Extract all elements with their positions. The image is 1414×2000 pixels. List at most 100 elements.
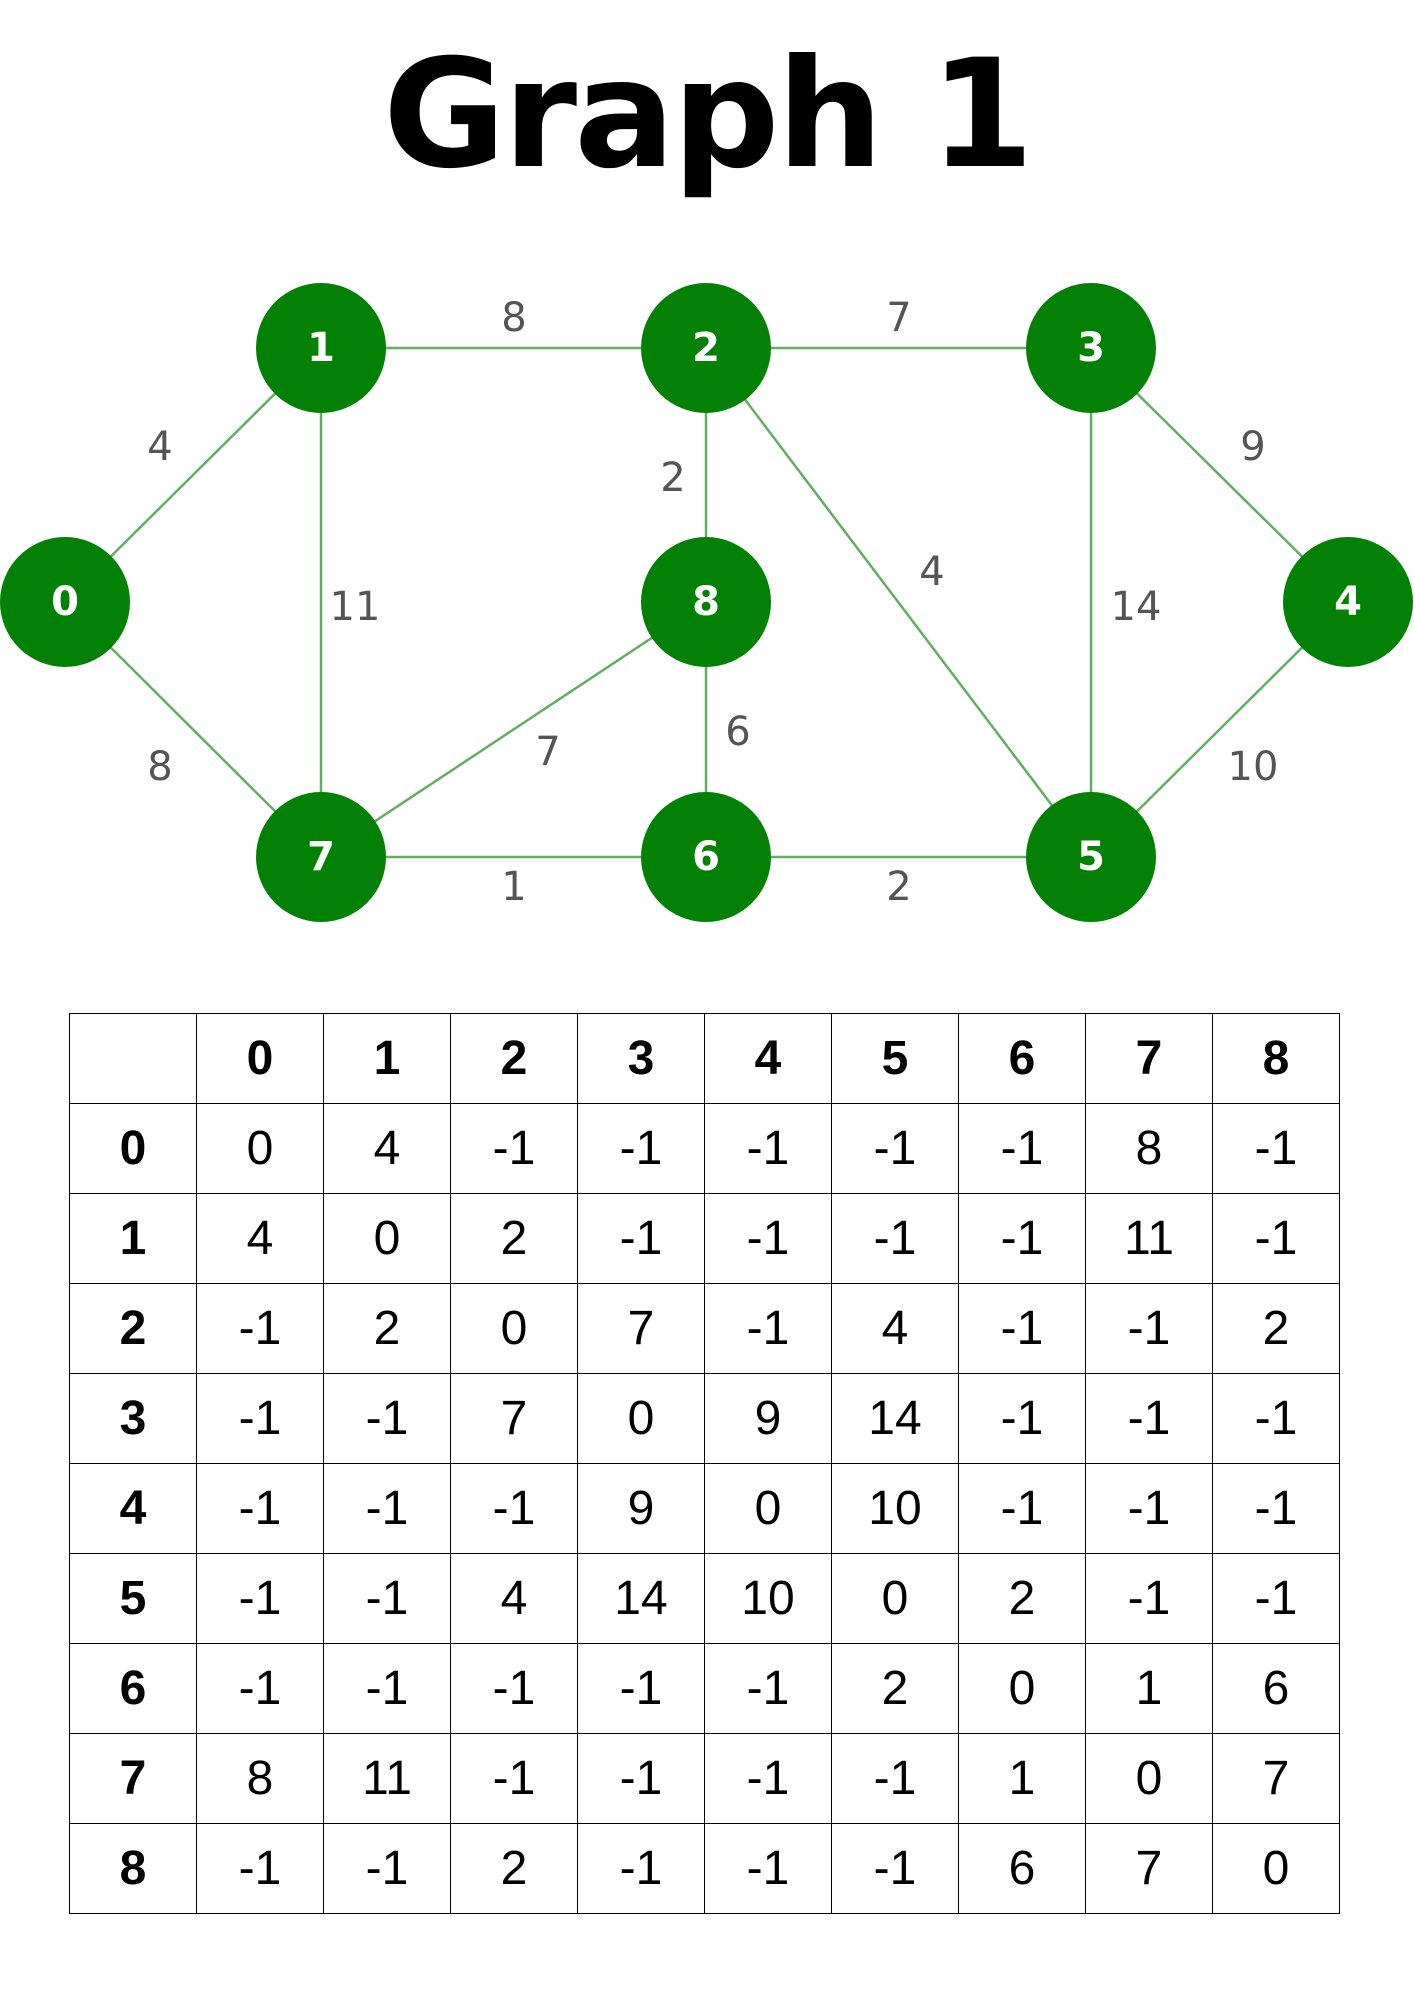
matrix-cell: -1: [196, 1823, 324, 1914]
matrix-cell: -1: [704, 1103, 832, 1194]
matrix-cell: 9: [577, 1463, 705, 1554]
matrix-cell: -1: [1212, 1463, 1340, 1554]
matrix-row: 5 -1 -1 4 14 10 0 2 -1 -1: [69, 1553, 1340, 1644]
graph-node-6: 6: [641, 792, 771, 922]
matrix-row-header: 4: [69, 1463, 197, 1554]
graph-diagram: 4 8 8 11 7 2 4 9 14 10 2 1 6 7 0 1 2 3 4 5 6 7 8: [0, 283, 1413, 922]
graph-node-8: 8: [641, 537, 771, 667]
matrix-column-header: 2: [450, 1013, 578, 1104]
edge-weight-5-6: 2: [886, 864, 911, 910]
weights-layer: 4 8 8 11 7 2 4 9 14 10 2 1 6 7: [147, 295, 1278, 910]
matrix-cell: 1: [958, 1733, 1086, 1824]
edge-weight-3-5: 14: [1111, 584, 1162, 630]
edge-weight-3-4: 9: [1240, 424, 1265, 470]
edge-weight-1-7: 11: [330, 584, 381, 630]
matrix-cell: 7: [1212, 1733, 1340, 1824]
matrix-cell: -1: [577, 1823, 705, 1914]
matrix-cell: -1: [1212, 1193, 1340, 1284]
matrix-cell: -1: [704, 1733, 832, 1824]
matrix-cell: -1: [577, 1193, 705, 1284]
matrix-cell: 2: [1212, 1283, 1340, 1374]
matrix-cell: 7: [577, 1283, 705, 1374]
node-label-7: 7: [307, 834, 335, 880]
matrix-column-header: 8: [1212, 1013, 1340, 1104]
edge-weight-4-5: 10: [1228, 744, 1279, 790]
graph-node-3: 3: [1026, 283, 1156, 413]
matrix-cell: 7: [450, 1373, 578, 1464]
matrix-row: 3 -1 -1 7 0 9 14 -1 -1 -1: [69, 1373, 1340, 1464]
matrix-cell: -1: [1085, 1373, 1213, 1464]
node-circle-4: [1283, 537, 1413, 667]
matrix-cell: -1: [196, 1283, 324, 1374]
matrix-row-header: 0: [69, 1103, 197, 1194]
edge-weight-0-7: 8: [147, 744, 172, 790]
edge-2-5: [705, 347, 1092, 858]
matrix-cell: -1: [450, 1733, 578, 1824]
node-circle-2: [641, 283, 771, 413]
matrix-row-header: 8: [69, 1823, 197, 1914]
matrix-cell: -1: [1085, 1283, 1213, 1374]
matrix-cell: -1: [323, 1823, 451, 1914]
matrix-cell: 4: [450, 1553, 578, 1644]
matrix-cell: 0: [323, 1193, 451, 1284]
edge-weight-0-1: 4: [147, 424, 172, 470]
matrix-cell: 2: [323, 1283, 451, 1374]
matrix-column-header: 7: [1085, 1013, 1213, 1104]
matrix-cell: -1: [958, 1103, 1086, 1194]
node-label-5: 5: [1077, 834, 1105, 880]
matrix-cell: -1: [831, 1103, 959, 1194]
matrix-corner-cell: [69, 1013, 197, 1104]
node-label-4: 4: [1334, 579, 1362, 625]
matrix-cell: 14: [577, 1553, 705, 1644]
node-label-8: 8: [692, 579, 720, 625]
matrix-cell: 2: [831, 1643, 959, 1734]
matrix-cell: 10: [831, 1463, 959, 1554]
edge-weight-2-3: 7: [886, 295, 911, 341]
matrix-row: 0 0 4 -1 -1 -1 -1 -1 8 -1: [69, 1103, 1340, 1194]
matrix-cell: 11: [323, 1733, 451, 1824]
matrix-cell: -1: [577, 1103, 705, 1194]
graph-node-5: 5: [1026, 792, 1156, 922]
node-label-6: 6: [692, 834, 720, 880]
matrix-cell: -1: [196, 1643, 324, 1734]
matrix-cell: -1: [196, 1373, 324, 1464]
matrix-cell: 0: [958, 1643, 1086, 1734]
matrix-cell: -1: [831, 1733, 959, 1824]
graph-node-2: 2: [641, 283, 771, 413]
node-label-1: 1: [307, 325, 335, 371]
edge-7-8: [320, 600, 707, 859]
matrix-cell: 2: [958, 1553, 1086, 1644]
matrix-cell: 11: [1085, 1193, 1213, 1284]
matrix-cell: 0: [704, 1463, 832, 1554]
matrix-row: 1 4 0 2 -1 -1 -1 -1 11 -1: [69, 1193, 1340, 1284]
matrix-cell: 8: [196, 1733, 324, 1824]
node-label-2: 2: [692, 325, 720, 371]
matrix-cell: -1: [577, 1643, 705, 1734]
matrix-column-header: 4: [704, 1013, 832, 1104]
matrix-column-header: 1: [323, 1013, 451, 1104]
matrix-row: 2 -1 2 0 7 -1 4 -1 -1 2: [69, 1283, 1340, 1374]
matrix-cell: -1: [831, 1823, 959, 1914]
node-circle-5: [1026, 792, 1156, 922]
matrix-cell: -1: [323, 1463, 451, 1554]
matrix-cell: 6: [1212, 1643, 1340, 1734]
matrix-cell: 14: [831, 1373, 959, 1464]
matrix-cell: 0: [1085, 1733, 1213, 1824]
matrix-cell: -1: [450, 1103, 578, 1194]
node-label-0: 0: [51, 579, 79, 625]
node-circle-8: [641, 537, 771, 667]
matrix-column-header: 6: [958, 1013, 1086, 1104]
matrix-cell: -1: [577, 1733, 705, 1824]
matrix-cell: -1: [958, 1463, 1086, 1554]
matrix-cell: -1: [958, 1193, 1086, 1284]
matrix-cell: -1: [450, 1463, 578, 1554]
matrix-cell: 4: [831, 1283, 959, 1374]
matrix-cell: -1: [323, 1373, 451, 1464]
matrix-row-header: 2: [69, 1283, 197, 1374]
matrix-cell: -1: [704, 1193, 832, 1284]
matrix-cell: -1: [323, 1643, 451, 1734]
matrix-cell: -1: [450, 1643, 578, 1734]
matrix-cell: 4: [323, 1103, 451, 1194]
matrix-cell: -1: [1212, 1103, 1340, 1194]
